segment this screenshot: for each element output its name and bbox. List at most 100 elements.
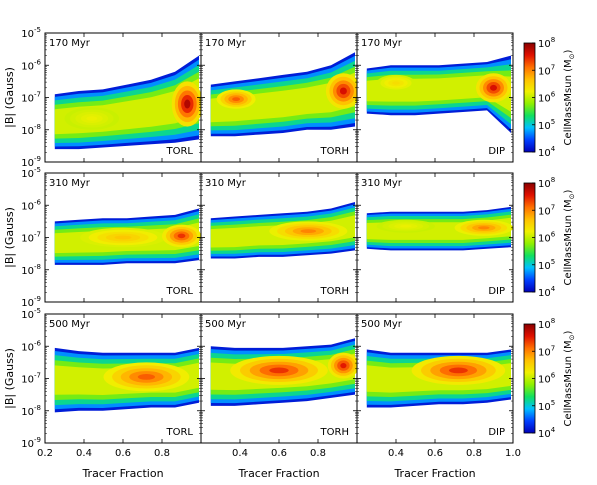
density-peak (269, 367, 289, 374)
x-tick-label: 0.8 (310, 448, 326, 459)
time-label: 310 Myr (361, 178, 403, 189)
y-tick-label: 10-8 (21, 263, 41, 277)
time-label: 500 Myr (361, 319, 403, 330)
y-axis-label: |B| (Gauss) (3, 348, 16, 409)
y-tick-label: 10-8 (21, 404, 41, 418)
colorbar-label: CellMassMsun (M⊙) (563, 330, 576, 426)
colorbar-tick-label: 108 (538, 176, 555, 190)
simulation-label: TORL (166, 146, 194, 157)
density-peak (232, 97, 241, 101)
colorbar-tick-label: 107 (538, 344, 555, 358)
x-axis-label: Tracer Fraction (393, 467, 475, 480)
time-label: 500 Myr (49, 319, 91, 330)
density-peak (86, 116, 98, 121)
simulation-label: DIP (488, 146, 505, 157)
x-tick-label: 0.8 (154, 448, 170, 459)
colorbar-tick-label: 107 (538, 63, 555, 77)
panel-dip-500myr: 0.4 0.6 0.8 1.0 500 Myr DIP (356, 313, 521, 459)
colorbar: 104 105 106 107 108 CellMassMsun (M⊙) (523, 317, 576, 440)
simulation-label: TORH (320, 286, 349, 297)
x-tick-label: 0.4 (232, 448, 248, 459)
y-tick-label: 10-8 (21, 123, 41, 137)
x-tick-label: 0.4 (388, 448, 404, 459)
density-peak (339, 87, 347, 95)
time-label: 170 Myr (49, 38, 91, 49)
colorbar: 104 105 106 107 108 CellMassMsun (M⊙) (523, 176, 576, 299)
density-band (210, 72, 355, 123)
y-axis-label: |B| (Gauss) (3, 67, 16, 128)
x-tick-label: 0.4 (76, 448, 92, 459)
simulation-label: TORL (166, 286, 194, 297)
x-tick-label: 0.6 (427, 448, 443, 459)
panels-layer: 10-9 10-8 10-7 10-6 10-5 170 Myr TORL 170 Myr TO… (3, 26, 521, 459)
y-axis-label: |B| (Gauss) (3, 207, 16, 268)
colorbar-tick-label: 104 (538, 145, 556, 159)
density-peak (340, 363, 347, 369)
simulation-label: DIP (488, 286, 505, 297)
panel-torh-310myr: 310 Myr TORH (200, 172, 358, 303)
colorbar-tick-label: 104 (538, 285, 556, 299)
panel-torh-500myr: 0.4 0.6 0.8 500 Myr TORH (200, 313, 358, 459)
labels-layer: Tracer Fraction Tracer Fraction Tracer F… (81, 467, 475, 480)
colorbar-tick-label: 108 (538, 317, 555, 331)
y-tick-label: 10-7 (21, 91, 41, 105)
colorbar-tick-label: 108 (538, 36, 555, 50)
panel-torl-170myr: 10-9 10-8 10-7 10-6 10-5 170 Myr TORL (21, 26, 202, 169)
colorbar-label: CellMassMsun (M⊙) (563, 49, 576, 145)
time-label: 500 Myr (205, 319, 247, 330)
y-tick-label: 10-6 (21, 339, 41, 353)
density-peak (449, 367, 468, 374)
simulation-label: TORH (320, 427, 349, 438)
density-peak (114, 235, 132, 240)
y-tick-label: 10-5 (21, 166, 41, 180)
density-peak (478, 226, 490, 230)
x-tick-label: 1.0 (505, 448, 521, 459)
colorbar-tick-label: 105 (538, 258, 555, 272)
colorbar-tick-label: 105 (538, 399, 555, 413)
density-peak (177, 233, 186, 239)
colorbar-label: CellMassMsun (M⊙) (563, 189, 576, 285)
y-tick-label: 10-7 (21, 372, 41, 386)
simulation-label: TORH (320, 146, 349, 157)
time-label: 170 Myr (361, 38, 403, 49)
density-peak (184, 99, 191, 109)
density-peak (300, 229, 317, 234)
y-tick-label: 10-6 (21, 58, 41, 72)
y-tick-label: 10-7 (21, 231, 41, 245)
colorbar-tick-label: 105 (538, 118, 555, 132)
colorbar-tick-label: 106 (538, 91, 556, 105)
x-axis-label: Tracer Fraction (81, 467, 163, 480)
y-tick-label: 10-9 (21, 295, 41, 309)
panel-torh-170myr: 170 Myr TORH (200, 32, 358, 163)
density-peak (392, 81, 400, 85)
density-peak (137, 374, 155, 380)
simulation-label: DIP (488, 427, 505, 438)
panel-torl-500myr: 10-9 10-8 10-7 10-6 10-5 0.2 0.4 0.6 0.8 500 Myr T… (21, 307, 202, 459)
density-peak (400, 224, 412, 228)
y-tick-label: 10-6 (21, 198, 41, 212)
y-tick-label: 10-5 (21, 26, 41, 40)
colorbar-tick-label: 104 (538, 426, 556, 440)
x-tick-label: 0.6 (271, 448, 287, 459)
x-tick-label: 0.6 (115, 448, 131, 459)
colorbar-tick-label: 106 (538, 372, 556, 386)
x-tick-label: 0.2 (37, 448, 53, 459)
density-peak (490, 84, 497, 91)
time-label: 310 Myr (49, 178, 91, 189)
y-tick-label: 10-9 (21, 436, 41, 450)
simulation-label: TORL (166, 427, 194, 438)
time-label: 310 Myr (205, 178, 247, 189)
y-tick-label: 10-5 (21, 307, 41, 321)
x-tick-label: 0.8 (466, 448, 482, 459)
panel-dip-170myr: 170 Myr DIP (356, 32, 514, 163)
colorbar: 104 105 106 107 108 CellMassMsun (M⊙) (523, 36, 576, 159)
panel-dip-310myr: 310 Myr DIP (356, 172, 514, 303)
time-label: 170 Myr (205, 38, 247, 49)
y-tick-label: 10-9 (21, 155, 41, 169)
colorbar-tick-label: 106 (538, 231, 556, 245)
panel-torl-310myr: 10-9 10-8 10-7 10-6 10-5 310 Myr TORL (21, 166, 202, 309)
colorbar-tick-label: 107 (538, 203, 555, 217)
x-axis-label: Tracer Fraction (237, 467, 319, 480)
